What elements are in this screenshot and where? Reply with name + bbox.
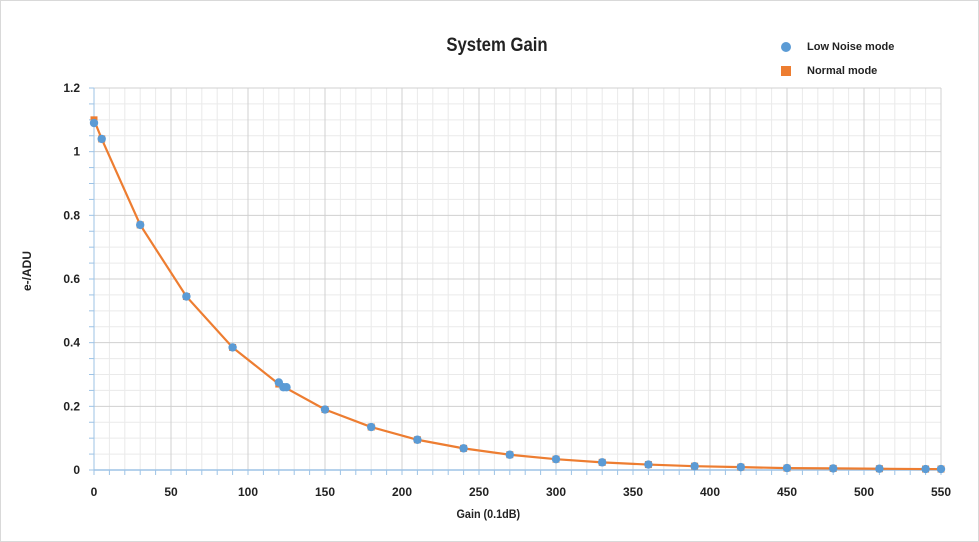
data-point-low-noise-mode: [551, 454, 561, 464]
data-point-low-noise-mode: [97, 134, 106, 144]
legend-marker-square: [781, 66, 791, 76]
chart-title: System Gain: [446, 35, 548, 56]
legend-label-low-noise: Low Noise mode: [807, 41, 895, 53]
data-point-low-noise-mode: [459, 444, 468, 453]
data-point-low-noise-mode: [921, 464, 930, 474]
y-tick-label: 0.2: [63, 399, 80, 413]
x-tick-label: 300: [546, 485, 566, 499]
data-point-low-noise-mode: [282, 383, 291, 392]
x-axis-label: Gain (0.1dB): [456, 507, 521, 521]
data-point-low-noise-mode: [136, 220, 145, 230]
x-tick-label: 100: [238, 485, 258, 499]
legend-item-normal: Normal mode: [781, 59, 894, 83]
data-point-low-noise-mode: [644, 460, 653, 469]
data-point-low-noise-mode: [936, 464, 946, 474]
legend: Low Noise mode Normal mode: [781, 35, 894, 83]
data-point-low-noise-mode: [367, 422, 376, 432]
data-point-low-noise-mode: [598, 458, 607, 467]
y-tick-label: 0.8: [63, 208, 80, 222]
data-point-low-noise-mode: [182, 292, 191, 301]
data-point-low-noise-mode: [320, 405, 330, 414]
legend-item-low-noise: Low Noise mode: [781, 35, 894, 59]
data-point-low-noise-mode: [829, 464, 838, 473]
data-point-low-noise-mode: [505, 450, 514, 459]
x-tick-label: 250: [469, 485, 489, 499]
x-tick-label: 150: [315, 485, 335, 499]
data-point-low-noise-mode: [875, 464, 884, 473]
y-tick-label: 0.6: [63, 272, 80, 286]
data-point-low-noise-mode: [228, 343, 237, 352]
data-point-low-noise-mode: [690, 461, 699, 471]
data-point-low-noise-mode: [736, 462, 745, 472]
y-tick-label: 0.4: [63, 336, 80, 350]
x-tick-label: 350: [623, 485, 643, 499]
y-tick-label: 1: [73, 145, 80, 159]
data-point-low-noise-mode: [89, 118, 99, 128]
x-tick-label: 200: [392, 485, 412, 499]
y-tick-label: 1.2: [63, 81, 80, 95]
x-tick-label: 0: [91, 485, 98, 499]
data-point-low-noise-mode: [782, 463, 792, 473]
legend-marker-circle: [781, 42, 791, 52]
data-point-low-noise-mode: [413, 435, 422, 444]
x-tick-label: 400: [700, 485, 720, 499]
x-tick-label: 50: [164, 485, 178, 499]
x-tick-label: 550: [931, 485, 951, 499]
x-tick-label: 450: [777, 485, 797, 499]
y-tick-label: 0: [73, 463, 80, 477]
legend-label-normal: Normal mode: [807, 65, 878, 77]
x-tick-label: 500: [854, 485, 874, 499]
